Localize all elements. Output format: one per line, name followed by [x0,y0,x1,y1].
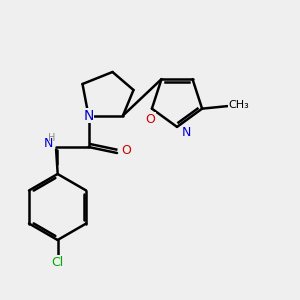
Text: Cl: Cl [52,256,64,269]
Text: O: O [146,113,155,126]
Text: N: N [83,109,94,122]
Text: N: N [44,137,54,150]
Text: CH₃: CH₃ [229,100,249,110]
Text: O: O [121,143,131,157]
Text: N: N [181,126,191,140]
Text: H: H [48,133,56,143]
